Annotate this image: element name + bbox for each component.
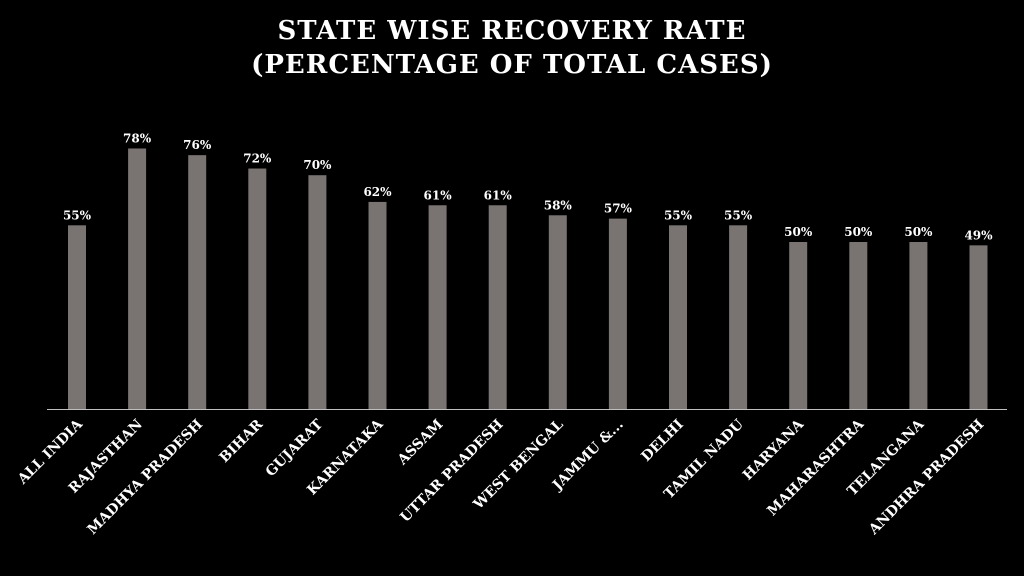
bar: [428, 205, 447, 409]
x-tick-label: UTTAR PRADESH: [397, 417, 506, 526]
data-label: 62%: [363, 185, 392, 199]
bar: [548, 215, 567, 409]
bar: [248, 168, 267, 409]
chart-title: STATE WISE RECOVERY RATE: [277, 16, 747, 46]
bar: [849, 242, 868, 409]
bar: [488, 205, 507, 409]
bar: [608, 218, 627, 409]
data-label: 50%: [904, 225, 933, 239]
data-label: 50%: [844, 225, 873, 239]
bar: [128, 148, 147, 410]
data-label: 50%: [784, 225, 813, 239]
bar: [789, 242, 808, 409]
bar: [188, 155, 207, 409]
data-label: 55%: [724, 208, 753, 222]
data-label: 70%: [303, 158, 332, 172]
bar: [729, 225, 748, 409]
x-tick-label: ASSAM: [394, 417, 446, 469]
data-labels-group: 55% 78% 76% 72% 70% 62% 61% 61% 58% 57% 55% 55% 50% 5…: [63, 131, 993, 242]
chart-subtitle: (PERCENTAGE OF TOTAL CASES): [251, 50, 773, 80]
data-label: 55%: [664, 208, 693, 222]
data-label: 78%: [123, 131, 152, 145]
bar: [909, 242, 928, 409]
data-label: 57%: [604, 202, 633, 216]
data-label: 61%: [424, 188, 453, 202]
data-label: 55%: [63, 208, 92, 222]
bars-group: [68, 148, 988, 410]
x-tick-label: GUJARAT: [263, 416, 327, 480]
bar: [308, 175, 327, 409]
x-tick-label: ANDHRA PRADESH: [865, 417, 987, 539]
data-label: 58%: [544, 198, 573, 212]
data-label: 61%: [484, 188, 513, 202]
data-label: 76%: [183, 138, 212, 152]
x-tick-label: BIHAR: [217, 416, 267, 466]
data-label: 72%: [243, 152, 272, 166]
bar: [669, 225, 687, 409]
data-label: 49%: [964, 228, 993, 242]
bar: [68, 225, 86, 409]
x-tick-label: MADHYA PRADESH: [85, 417, 206, 538]
x-tick-label: DELHI: [638, 417, 686, 465]
bar: [969, 245, 988, 409]
bar: [368, 201, 387, 409]
chart-title-block: STATE WISE RECOVERY RATE (PERCENTAGE OF …: [0, 14, 1024, 82]
